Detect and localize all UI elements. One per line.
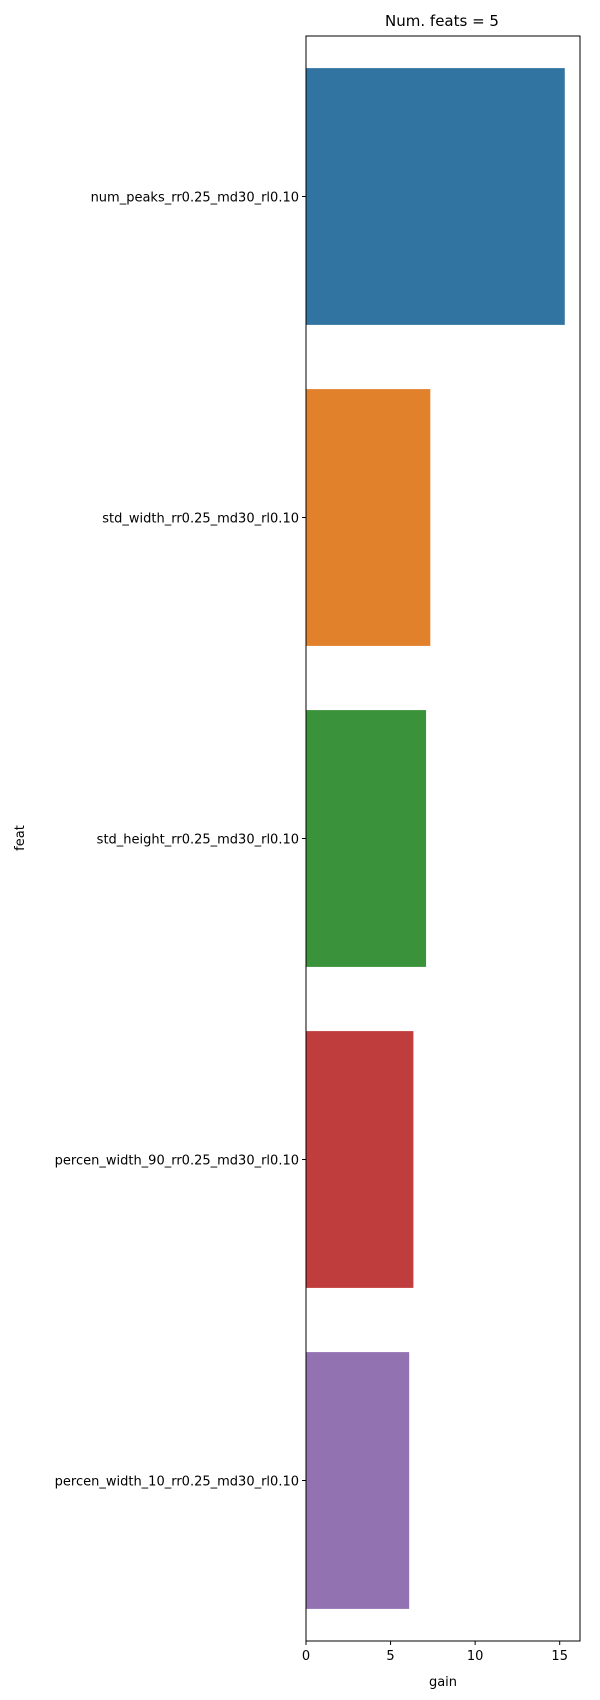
x-tick-label: 15 xyxy=(551,1649,568,1664)
y-tick-label: percen_width_10_rr0.25_md30_rl0.10 xyxy=(55,1475,299,1490)
bar xyxy=(306,1352,410,1609)
x-axis-label: gain xyxy=(429,1675,457,1690)
x-tick-label: 5 xyxy=(386,1649,394,1664)
y-tick-label: num_peaks_rr0.25_md30_rl0.10 xyxy=(91,191,299,206)
y-tick-label: std_width_rr0.25_md30_rl0.10 xyxy=(102,512,299,527)
bars-layer xyxy=(306,68,565,1609)
bar xyxy=(306,710,427,967)
chart-title: Num. feats = 5 xyxy=(385,12,499,30)
y-axis-label: feat xyxy=(13,825,28,851)
bar xyxy=(306,389,431,646)
y-tick-layer: num_peaks_rr0.25_md30_rl0.10 std_width_rr… xyxy=(55,191,306,1490)
y-tick-label: percen_width_90_rr0.25_md30_rl0.10 xyxy=(55,1154,299,1169)
x-tick-label: 0 xyxy=(302,1649,310,1664)
x-tick-label: 10 xyxy=(467,1649,484,1664)
bar xyxy=(306,1031,414,1288)
x-tick-layer: 0 5 10 15 xyxy=(302,1641,568,1664)
y-tick-label: std_height_rr0.25_md30_rl0.10 xyxy=(97,833,299,848)
bar xyxy=(306,68,565,325)
